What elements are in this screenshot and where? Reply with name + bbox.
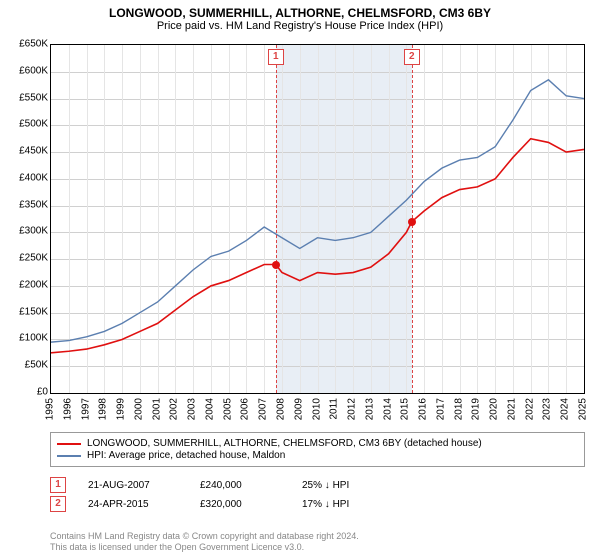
x-tick-label: 2009 xyxy=(293,398,304,420)
x-tick-label: 2002 xyxy=(169,398,180,420)
x-tick-label: 2003 xyxy=(187,398,198,420)
x-tick-label: 2023 xyxy=(542,398,553,420)
x-tick-label: 2008 xyxy=(275,398,286,420)
legend-label-2: HPI: Average price, detached house, Mald… xyxy=(87,450,285,461)
x-tick-label: 2015 xyxy=(400,398,411,420)
x-tick-label: 1996 xyxy=(62,398,73,420)
marker-box: 2 xyxy=(404,49,420,65)
x-tick-label: 2001 xyxy=(151,398,162,420)
y-tick-label: £400K xyxy=(4,172,48,183)
y-tick-label: £100K xyxy=(4,333,48,344)
credit-line-2: This data is licensed under the Open Gov… xyxy=(50,542,359,554)
event-date: 21-AUG-2007 xyxy=(88,480,178,491)
event-date: 24-APR-2015 xyxy=(88,499,178,510)
y-tick-label: £450K xyxy=(4,146,48,157)
x-tick-label: 2016 xyxy=(418,398,429,420)
marker-box: 1 xyxy=(268,49,284,65)
legend-item-1: LONGWOOD, SUMMERHILL, ALTHORNE, CHELMSFO… xyxy=(57,438,578,449)
y-tick-label: £300K xyxy=(4,226,48,237)
legend-item-2: HPI: Average price, detached house, Mald… xyxy=(57,450,578,461)
event-row: 2 24-APR-2015 £320,000 17% ↓ HPI xyxy=(50,496,349,512)
line-layer xyxy=(51,45,584,393)
event-dot xyxy=(408,218,416,226)
event-row: 1 21-AUG-2007 £240,000 25% ↓ HPI xyxy=(50,477,349,493)
x-tick-label: 2024 xyxy=(560,398,571,420)
y-tick-label: £350K xyxy=(4,199,48,210)
y-tick-label: £250K xyxy=(4,253,48,264)
event-marker-1: 1 xyxy=(50,477,66,493)
legend-swatch-1 xyxy=(57,443,81,445)
chart-container: LONGWOOD, SUMMERHILL, ALTHORNE, CHELMSFO… xyxy=(0,0,600,560)
chart-subtitle: Price paid vs. HM Land Registry's House … xyxy=(0,20,600,32)
y-tick-label: £0 xyxy=(4,387,48,398)
x-tick-label: 2019 xyxy=(471,398,482,420)
chart-title: LONGWOOD, SUMMERHILL, ALTHORNE, CHELMSFO… xyxy=(0,0,600,20)
y-tick-label: £50K xyxy=(4,360,48,371)
event-delta: 25% ↓ HPI xyxy=(302,480,349,491)
y-tick-label: £500K xyxy=(4,119,48,130)
credit-text: Contains HM Land Registry data © Crown c… xyxy=(50,531,359,554)
y-tick-label: £550K xyxy=(4,92,48,103)
x-tick-label: 2012 xyxy=(347,398,358,420)
x-tick-label: 2020 xyxy=(489,398,500,420)
x-tick-label: 2006 xyxy=(240,398,251,420)
x-tick-label: 1995 xyxy=(45,398,56,420)
legend-swatch-2 xyxy=(57,455,81,457)
x-tick-label: 2007 xyxy=(258,398,269,420)
event-marker-2: 2 xyxy=(50,496,66,512)
legend-label-1: LONGWOOD, SUMMERHILL, ALTHORNE, CHELMSFO… xyxy=(87,438,482,449)
event-delta: 17% ↓ HPI xyxy=(302,499,349,510)
x-tick-label: 2013 xyxy=(364,398,375,420)
y-tick-label: £600K xyxy=(4,65,48,76)
x-tick-label: 1998 xyxy=(98,398,109,420)
y-tick-label: £150K xyxy=(4,306,48,317)
x-tick-label: 1997 xyxy=(80,398,91,420)
event-price: £320,000 xyxy=(200,499,280,510)
x-tick-label: 2018 xyxy=(453,398,464,420)
y-tick-label: £200K xyxy=(4,279,48,290)
x-tick-label: 2014 xyxy=(382,398,393,420)
event-dot xyxy=(272,261,280,269)
x-tick-label: 2005 xyxy=(222,398,233,420)
events-table: 1 21-AUG-2007 £240,000 25% ↓ HPI 2 24-AP… xyxy=(50,474,349,515)
x-tick-label: 2000 xyxy=(133,398,144,420)
legend: LONGWOOD, SUMMERHILL, ALTHORNE, CHELMSFO… xyxy=(50,432,585,467)
credit-line-1: Contains HM Land Registry data © Crown c… xyxy=(50,531,359,543)
y-tick-label: £650K xyxy=(4,39,48,50)
x-tick-label: 2021 xyxy=(506,398,517,420)
x-tick-label: 1999 xyxy=(116,398,127,420)
event-price: £240,000 xyxy=(200,480,280,491)
x-tick-label: 2011 xyxy=(329,398,340,420)
x-tick-label: 2022 xyxy=(524,398,535,420)
x-tick-label: 2017 xyxy=(435,398,446,420)
x-tick-label: 2025 xyxy=(578,398,589,420)
x-tick-label: 2010 xyxy=(311,398,322,420)
plot-area: 12 xyxy=(50,44,585,394)
x-tick-label: 2004 xyxy=(204,398,215,420)
